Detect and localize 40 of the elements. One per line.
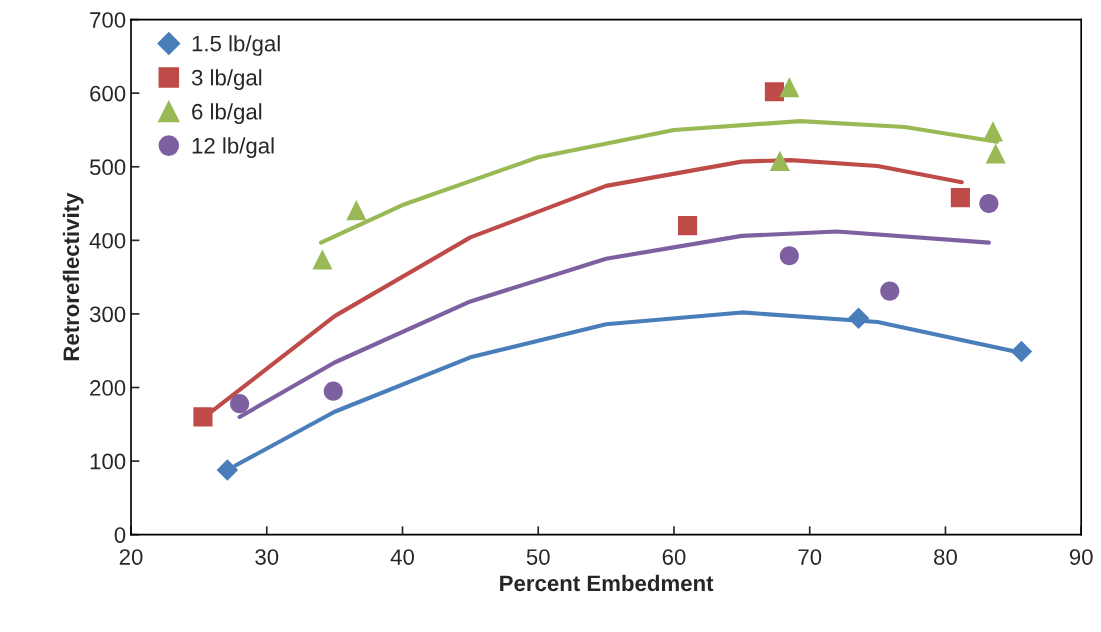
point	[769, 150, 790, 171]
x-tick-label: 30	[255, 549, 279, 565]
point	[346, 200, 367, 221]
y-axis-title: Retroreflectivity	[62, 192, 84, 361]
y-tick-label: 500	[89, 159, 126, 176]
x-tick-label: 80	[934, 549, 957, 565]
x-tick-label: 70	[798, 549, 822, 565]
x-tick-label: 90	[1069, 549, 1093, 565]
legend-label: 6 lb/gal	[192, 103, 262, 124]
y-tick-label: 400	[89, 232, 126, 249]
point	[312, 249, 333, 270]
legend-label: 12 lb/gal	[192, 137, 274, 159]
point	[985, 143, 1006, 164]
point	[880, 281, 900, 301]
y-tick-label: 0	[114, 527, 126, 543]
point	[847, 307, 870, 330]
x-tick-label: 40	[390, 549, 414, 565]
y-tick-label: 600	[90, 85, 126, 102]
point	[779, 77, 800, 98]
point	[764, 82, 784, 102]
point	[779, 246, 799, 266]
y-tick-label: 700	[90, 12, 126, 28]
x-tick-label: 20	[119, 549, 143, 565]
legend-label: 1.5 lb/gal	[192, 35, 280, 56]
point	[216, 459, 239, 481]
x-tick-label: 60	[662, 549, 686, 565]
point	[677, 216, 698, 236]
x-tick-label: 50	[526, 549, 550, 565]
point	[193, 407, 213, 427]
point	[323, 381, 343, 401]
y-tick-label: 100	[90, 453, 126, 470]
legend-label: 3 lb/gal	[191, 69, 262, 90]
point	[982, 121, 1004, 142]
point	[1010, 340, 1033, 363]
point	[950, 188, 970, 208]
point	[979, 193, 999, 214]
x-axis-title: Percent Embedment	[500, 574, 714, 592]
point	[230, 394, 250, 414]
y-tick-label: 200	[90, 380, 126, 396]
y-tick-label: 300	[89, 306, 126, 323]
